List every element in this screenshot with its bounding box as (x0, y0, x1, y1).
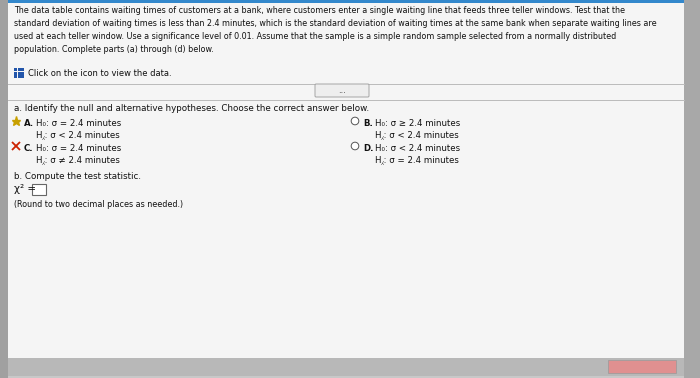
FancyBboxPatch shape (14, 75, 17, 78)
Text: The data table contains waiting times of customers at a bank, where customers en: The data table contains waiting times of… (14, 6, 657, 54)
Text: H₀: σ = 2.4 minutes: H₀: σ = 2.4 minutes (36, 144, 121, 153)
Text: H₀: σ = 2.4 minutes: H₀: σ = 2.4 minutes (36, 119, 121, 128)
Text: H₀: σ < 2.4 minutes: H₀: σ < 2.4 minutes (375, 144, 460, 153)
FancyBboxPatch shape (18, 75, 20, 78)
FancyBboxPatch shape (8, 358, 684, 376)
FancyBboxPatch shape (14, 68, 17, 71)
FancyBboxPatch shape (608, 360, 676, 373)
Text: H₀: σ ≥ 2.4 minutes: H₀: σ ≥ 2.4 minutes (375, 119, 461, 128)
FancyBboxPatch shape (21, 75, 25, 78)
FancyBboxPatch shape (32, 184, 46, 195)
Text: b. Compute the test statistic.: b. Compute the test statistic. (14, 172, 141, 181)
Text: H⁁: σ < 2.4 minutes: H⁁: σ < 2.4 minutes (375, 131, 459, 140)
FancyBboxPatch shape (21, 71, 25, 74)
Circle shape (351, 117, 359, 125)
FancyBboxPatch shape (21, 68, 25, 71)
Text: Click on the icon to view the data.: Click on the icon to view the data. (28, 69, 172, 78)
FancyBboxPatch shape (8, 0, 684, 360)
Text: A.: A. (24, 119, 34, 128)
Text: χ² =: χ² = (14, 184, 36, 194)
FancyBboxPatch shape (315, 84, 369, 97)
FancyBboxPatch shape (18, 71, 20, 74)
Text: H⁁: σ ≠ 2.4 minutes: H⁁: σ ≠ 2.4 minutes (36, 156, 120, 165)
Text: H⁁: σ = 2.4 minutes: H⁁: σ = 2.4 minutes (375, 156, 459, 165)
Text: B.: B. (363, 119, 373, 128)
Text: a. Identify the null and alternative hypotheses. Choose the correct answer below: a. Identify the null and alternative hyp… (14, 104, 369, 113)
Text: H⁁: σ < 2.4 minutes: H⁁: σ < 2.4 minutes (36, 131, 120, 140)
FancyBboxPatch shape (14, 71, 17, 74)
Text: (Round to two decimal places as needed.): (Round to two decimal places as needed.) (14, 200, 183, 209)
FancyBboxPatch shape (0, 0, 8, 378)
Circle shape (351, 142, 359, 150)
FancyBboxPatch shape (684, 0, 700, 378)
Text: ...: ... (338, 86, 346, 95)
FancyBboxPatch shape (8, 0, 684, 3)
Text: C.: C. (24, 144, 34, 153)
FancyBboxPatch shape (18, 68, 20, 71)
Text: D.: D. (363, 144, 374, 153)
